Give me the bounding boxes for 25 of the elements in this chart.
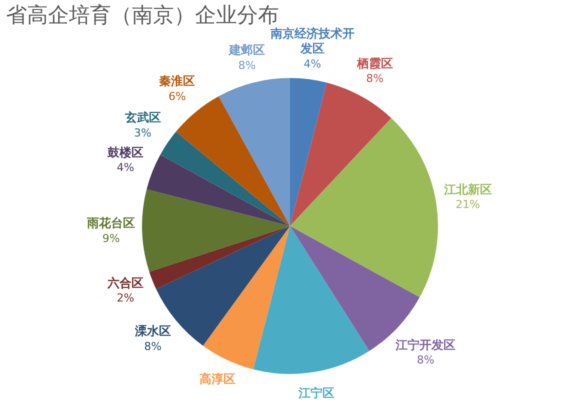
slice-label: 六合区	[106, 276, 144, 290]
slice-label: 秦淮区	[159, 74, 196, 88]
data-label: 8%	[144, 340, 162, 353]
data-label: 8%	[238, 58, 256, 72]
slice-label: 建邺区	[228, 43, 265, 58]
data-label: 4%	[304, 57, 322, 70]
slice-label: 江宁开发区	[394, 338, 456, 352]
data-label: 2%	[116, 292, 134, 305]
slice-label: 玄武区	[124, 110, 161, 125]
slice-label: 江北新区	[442, 182, 492, 196]
slice-label: 江宁区	[298, 386, 335, 400]
slice-label: 溧水区	[134, 324, 171, 338]
slice-label: 鼓楼区	[106, 145, 144, 160]
slice-label: 雨花台区	[86, 216, 136, 230]
slice-label: 南京经济技术开发区	[269, 26, 354, 56]
data-label: 8%	[366, 72, 384, 86]
data-label: 3%	[134, 126, 152, 140]
slice-label: 栖霞区	[356, 56, 393, 70]
slice-label: 高淳区	[200, 372, 236, 386]
data-label: 9%	[102, 232, 120, 245]
data-label: 6%	[168, 90, 186, 103]
data-label: 8%	[416, 354, 434, 367]
data-label: 4%	[116, 161, 134, 174]
chart-title: 省高企培育（南京）企业分布	[6, 2, 279, 27]
data-label: 21%	[456, 198, 480, 212]
